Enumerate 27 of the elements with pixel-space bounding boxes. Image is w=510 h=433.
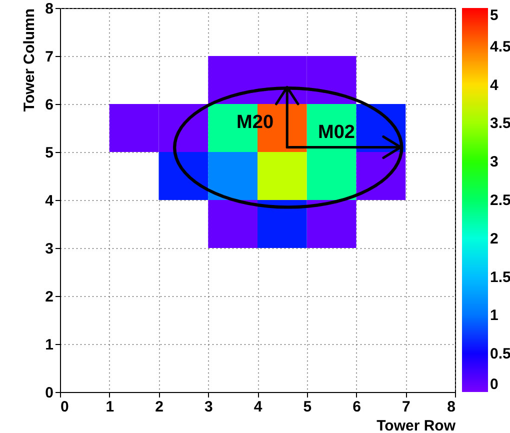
x-tick-label: 6 <box>352 398 361 416</box>
x-tick-label: 5 <box>303 398 312 416</box>
y-tick-label: 0 <box>45 384 54 402</box>
color-bar-label: 3 <box>490 154 498 171</box>
color-bar-label: 1 <box>490 307 498 324</box>
color-bar-label: 5 <box>490 7 498 24</box>
y-tick-label: 6 <box>45 96 54 114</box>
x-tick-label: 7 <box>402 398 410 416</box>
color-bar-label: 2 <box>490 230 498 248</box>
y-axis-title: Tower Column <box>21 8 38 112</box>
color-bar-label: 4 <box>490 76 499 94</box>
y-tick-label: 5 <box>45 144 54 162</box>
y-tick-label: 3 <box>45 240 54 258</box>
color-bar-label: 0 <box>490 376 498 393</box>
y-tick-label: 4 <box>45 192 54 210</box>
y-tick-label: 1 <box>45 336 54 354</box>
x-tick-label: 4 <box>254 398 263 416</box>
x-tick-label: 1 <box>106 398 114 416</box>
x-tick-label: 8 <box>447 398 456 416</box>
y-tick-label: 7 <box>45 48 54 66</box>
y-tick-label: 8 <box>45 0 54 18</box>
x-tick-label: 0 <box>60 398 69 416</box>
x-axis-title: Tower Row <box>376 418 456 433</box>
annotation: M02 <box>318 122 355 143</box>
y-tick-label: 2 <box>45 288 54 306</box>
x-tick-label: 2 <box>155 398 164 416</box>
x-tick-label: 3 <box>204 398 213 416</box>
